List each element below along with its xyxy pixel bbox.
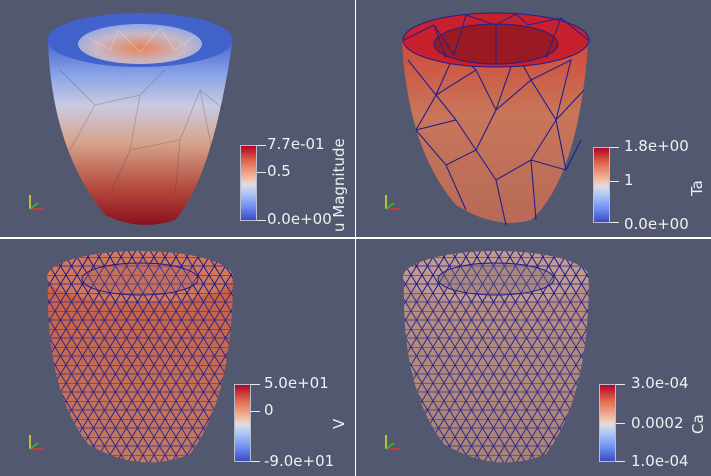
colorbar-min-label: 0.0e+00 <box>267 210 332 228</box>
colorbar-tick <box>616 461 625 462</box>
colorbar-title: Ca <box>689 414 707 434</box>
colorbar-max-label: 5.0e+01 <box>264 374 329 392</box>
colorbar-tick <box>610 181 619 182</box>
colorbar-min-label: 1.0e-04 <box>631 452 689 470</box>
colorbar-min-label: 0.0e+00 <box>624 215 689 233</box>
colorbar-tick <box>610 222 619 223</box>
colorbar-tick <box>257 220 266 221</box>
colorbar-mid-label: 0.5 <box>267 162 291 180</box>
heart-mesh-v[interactable] <box>0 239 355 476</box>
colorbar-tick <box>251 411 260 412</box>
colorbar-mid-label: 1 <box>624 171 634 189</box>
colorbar-tick <box>251 461 260 462</box>
colorbar-mid-label: 0 <box>264 401 274 419</box>
orientation-axes-icon <box>385 435 400 450</box>
colorbar-mid-label: 0.0002 <box>631 414 684 432</box>
render-view-u-magnitude[interactable]: 7.7e-01 0.5 0.0e+00 u Magnitude <box>0 0 355 237</box>
heart-mesh-u-magnitude[interactable] <box>0 0 355 237</box>
colorbar-min-label: -9.0e+01 <box>264 452 335 470</box>
colorbar-tick <box>616 423 625 424</box>
colorbar-tick <box>257 145 266 146</box>
colorbar-ta <box>593 147 610 223</box>
colorbar-tick <box>257 172 266 173</box>
colorbar-max-label: 7.7e-01 <box>267 135 325 153</box>
colorbar-title: V <box>330 418 348 429</box>
colorbar-tick <box>251 384 260 385</box>
colorbar-tick <box>616 384 625 385</box>
render-view-v[interactable]: 5.0e+01 0 -9.0e+01 V <box>0 239 355 476</box>
colorbar-v <box>234 384 251 462</box>
heart-mesh-ta[interactable] <box>356 0 711 237</box>
colorbar-ca <box>599 384 616 462</box>
render-view-ta[interactable]: 1.8e+00 1 0.0e+00 Ta <box>356 0 711 237</box>
orientation-axes-icon <box>29 195 44 210</box>
heart-mesh-ca[interactable] <box>356 239 711 476</box>
orientation-axes-icon <box>385 195 400 210</box>
colorbar-tick <box>610 147 619 148</box>
colorbar-max-label: 3.0e-04 <box>631 374 689 392</box>
render-view-ca[interactable]: 3.0e-04 0.0002 1.0e-04 Ca <box>356 239 711 476</box>
orientation-axes-icon <box>29 435 44 450</box>
colorbar-u-magnitude <box>240 145 257 221</box>
colorbar-title: Ta <box>688 180 706 196</box>
colorbar-max-label: 1.8e+00 <box>624 137 689 155</box>
colorbar-title: u Magnitude <box>330 138 348 232</box>
